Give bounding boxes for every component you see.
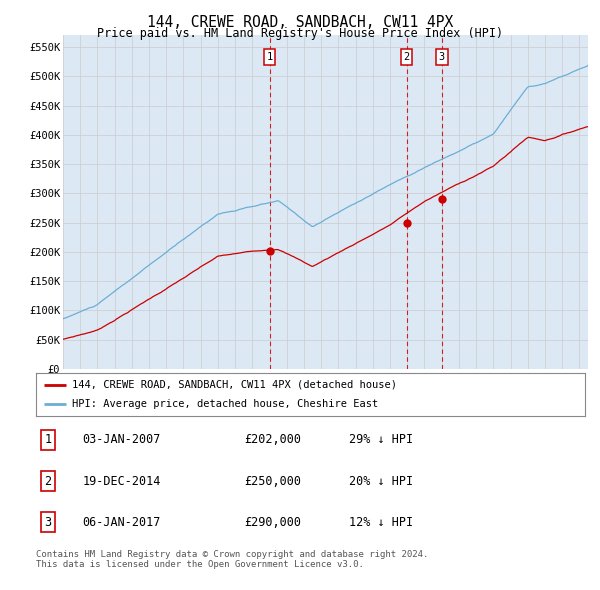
Text: 1: 1 bbox=[266, 52, 273, 62]
Text: 144, CREWE ROAD, SANDBACH, CW11 4PX (detached house): 144, CREWE ROAD, SANDBACH, CW11 4PX (det… bbox=[71, 380, 397, 390]
Text: 3: 3 bbox=[44, 516, 52, 529]
Text: Price paid vs. HM Land Registry's House Price Index (HPI): Price paid vs. HM Land Registry's House … bbox=[97, 27, 503, 40]
Text: Contains HM Land Registry data © Crown copyright and database right 2024.
This d: Contains HM Land Registry data © Crown c… bbox=[36, 550, 428, 569]
Text: 03-JAN-2007: 03-JAN-2007 bbox=[83, 433, 161, 447]
Text: 144, CREWE ROAD, SANDBACH, CW11 4PX: 144, CREWE ROAD, SANDBACH, CW11 4PX bbox=[147, 15, 453, 30]
Text: £290,000: £290,000 bbox=[245, 516, 302, 529]
Text: 20% ↓ HPI: 20% ↓ HPI bbox=[349, 474, 413, 488]
Text: 06-JAN-2017: 06-JAN-2017 bbox=[83, 516, 161, 529]
Text: 2: 2 bbox=[44, 474, 52, 488]
Text: 3: 3 bbox=[439, 52, 445, 62]
Text: £202,000: £202,000 bbox=[245, 433, 302, 447]
Text: 1: 1 bbox=[44, 433, 52, 447]
Text: 12% ↓ HPI: 12% ↓ HPI bbox=[349, 516, 413, 529]
Text: 2: 2 bbox=[403, 52, 410, 62]
Text: 19-DEC-2014: 19-DEC-2014 bbox=[83, 474, 161, 488]
Text: 29% ↓ HPI: 29% ↓ HPI bbox=[349, 433, 413, 447]
Text: HPI: Average price, detached house, Cheshire East: HPI: Average price, detached house, Ches… bbox=[71, 399, 378, 409]
Text: £250,000: £250,000 bbox=[245, 474, 302, 488]
